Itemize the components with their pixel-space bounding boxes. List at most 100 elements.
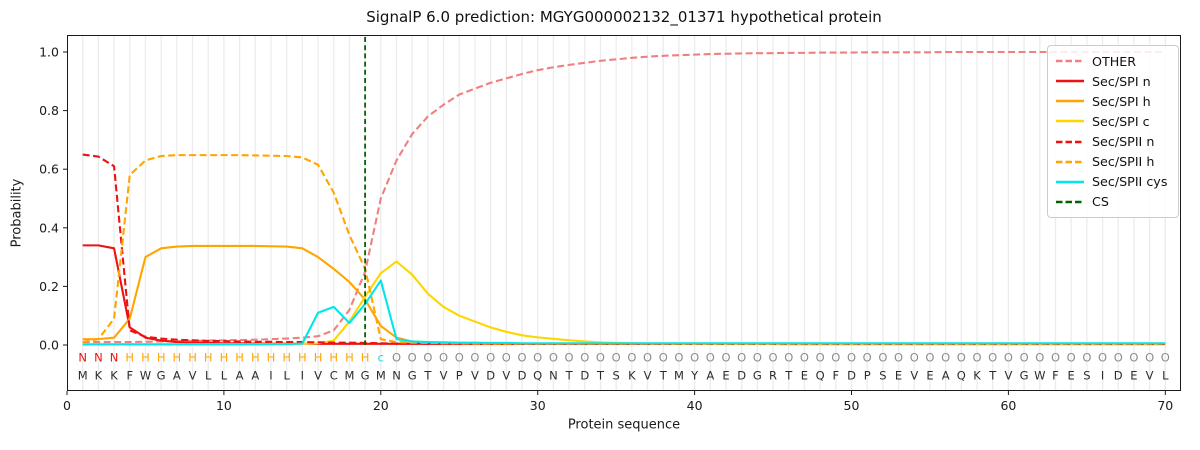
legend-item-sec-spi-c: Sec/SPI c bbox=[1056, 112, 1170, 131]
residue-letter: W bbox=[1034, 369, 1045, 383]
legend-item-sec-spi-n: Sec/SPI n bbox=[1056, 72, 1170, 91]
region-label-letter: O bbox=[784, 351, 793, 365]
residue-letter: T bbox=[565, 369, 574, 383]
region-label-letter: O bbox=[1161, 351, 1170, 365]
legend-item-sec-spii-h: Sec/SPII h bbox=[1056, 152, 1170, 171]
region-label-letter: O bbox=[1051, 351, 1060, 365]
series-sec-spi-c bbox=[82, 260, 1166, 346]
region-label-letter: O bbox=[674, 351, 683, 365]
residue-letter: L bbox=[221, 369, 228, 383]
residue-letter: F bbox=[833, 369, 840, 383]
region-label-letter: O bbox=[706, 351, 715, 365]
residue-letter: Q bbox=[957, 369, 966, 383]
residue-letter: D bbox=[518, 369, 527, 383]
residue-letter: L bbox=[283, 369, 290, 383]
region-label-letter: O bbox=[470, 351, 479, 365]
legend-item-label: Sec/SPI h bbox=[1092, 93, 1151, 109]
region-label-letter: O bbox=[502, 351, 511, 365]
residue-letter: G bbox=[753, 369, 762, 383]
residue-letter: V bbox=[502, 369, 510, 383]
residue-letter: D bbox=[580, 369, 589, 383]
residue-letter: N bbox=[549, 369, 558, 383]
region-label-letter: O bbox=[486, 351, 495, 365]
region-label-letter: O bbox=[392, 351, 401, 365]
region-label-letter: O bbox=[831, 351, 840, 365]
residue-letter: F bbox=[1052, 369, 1059, 383]
legend-item-cs: CS bbox=[1056, 192, 1170, 211]
region-label-letter: H bbox=[345, 351, 354, 365]
legend-item-other: OTHER bbox=[1056, 52, 1170, 71]
residue-letter: S bbox=[1083, 369, 1090, 383]
residue-letter: I bbox=[269, 369, 272, 383]
legend-line-swatch bbox=[1056, 140, 1084, 143]
region-label-letter: H bbox=[314, 351, 323, 365]
region-label-letter: O bbox=[517, 351, 526, 365]
residue-letter: E bbox=[722, 369, 729, 383]
region-label-letter: O bbox=[800, 351, 809, 365]
region-label-letter: H bbox=[157, 351, 166, 365]
residue-letter: V bbox=[644, 369, 652, 383]
region-label-letter: O bbox=[863, 351, 872, 365]
legend-item-label: Sec/SPI n bbox=[1092, 73, 1151, 89]
region-label-letter: H bbox=[235, 351, 244, 365]
x-tick-label: 10 bbox=[216, 398, 232, 413]
residue-letter: Q bbox=[816, 369, 825, 383]
residue-letter: T bbox=[784, 369, 793, 383]
residue-letter: V bbox=[440, 369, 448, 383]
region-label-letter: H bbox=[329, 351, 338, 365]
residue-letter: I bbox=[301, 369, 304, 383]
region-label-letter: O bbox=[455, 351, 464, 365]
residue-letter: M bbox=[674, 369, 684, 383]
residue-letter: M bbox=[344, 369, 354, 383]
region-label-letter: O bbox=[1082, 351, 1091, 365]
residue-letter: V bbox=[910, 369, 918, 383]
x-tick-label: 60 bbox=[1000, 398, 1016, 413]
residue-letter: K bbox=[628, 369, 636, 383]
residue-letter: G bbox=[361, 369, 370, 383]
residue-letter: E bbox=[926, 369, 933, 383]
chart-title: SignalP 6.0 prediction: MGYG000002132_01… bbox=[366, 8, 882, 26]
residue-letter: T bbox=[659, 369, 668, 383]
series-sec-spii-n bbox=[82, 153, 1166, 345]
region-label-letter: O bbox=[439, 351, 448, 365]
region-label-letter: H bbox=[361, 351, 370, 365]
y-tick-label: 0.0 bbox=[39, 337, 59, 352]
residue-letter: A bbox=[706, 369, 714, 383]
residue-letter: S bbox=[612, 369, 619, 383]
legend-item-label: Sec/SPII n bbox=[1092, 134, 1155, 150]
legend-line-swatch bbox=[1056, 100, 1084, 103]
region-label-letter: O bbox=[1145, 351, 1154, 365]
residue-letter: F bbox=[126, 369, 133, 383]
region-label-letter: H bbox=[173, 351, 182, 365]
region-label-letter: O bbox=[972, 351, 981, 365]
region-label-letter: H bbox=[220, 351, 229, 365]
residue-letter: K bbox=[110, 369, 118, 383]
region-label-letter: O bbox=[957, 351, 966, 365]
residue-letter: M bbox=[78, 369, 88, 383]
region-label-letter: O bbox=[816, 351, 825, 365]
region-label-letter: H bbox=[188, 351, 197, 365]
residue-letter: D bbox=[847, 369, 856, 383]
region-label-letter: O bbox=[1035, 351, 1044, 365]
region-label-letter: O bbox=[408, 351, 417, 365]
residue-letter: T bbox=[423, 369, 432, 383]
residue-letter: N bbox=[392, 369, 401, 383]
x-tick-label: 20 bbox=[373, 398, 389, 413]
residue-letter: K bbox=[973, 369, 981, 383]
residue-letter: G bbox=[1020, 369, 1029, 383]
region-label-letter: O bbox=[1004, 351, 1013, 365]
residue-letter: Y bbox=[690, 369, 699, 383]
region-label-letter: O bbox=[565, 351, 574, 365]
legend-line-swatch bbox=[1056, 160, 1084, 163]
residue-letter: T bbox=[988, 369, 997, 383]
region-label-letter: O bbox=[423, 351, 432, 365]
residue-letter: E bbox=[801, 369, 808, 383]
axes-box bbox=[67, 35, 1181, 391]
x-axis-label: Protein sequence bbox=[567, 417, 681, 433]
x-tick-label: 50 bbox=[844, 398, 860, 413]
legend: OTHER Sec/SPI n Sec/SPI h Sec/SPI c Sec/SPII… bbox=[1047, 45, 1179, 218]
residue-letter: L bbox=[205, 369, 212, 383]
series-sec-spi-h bbox=[82, 244, 1166, 345]
region-label-letter: O bbox=[580, 351, 589, 365]
region-label-letter: O bbox=[753, 351, 762, 365]
